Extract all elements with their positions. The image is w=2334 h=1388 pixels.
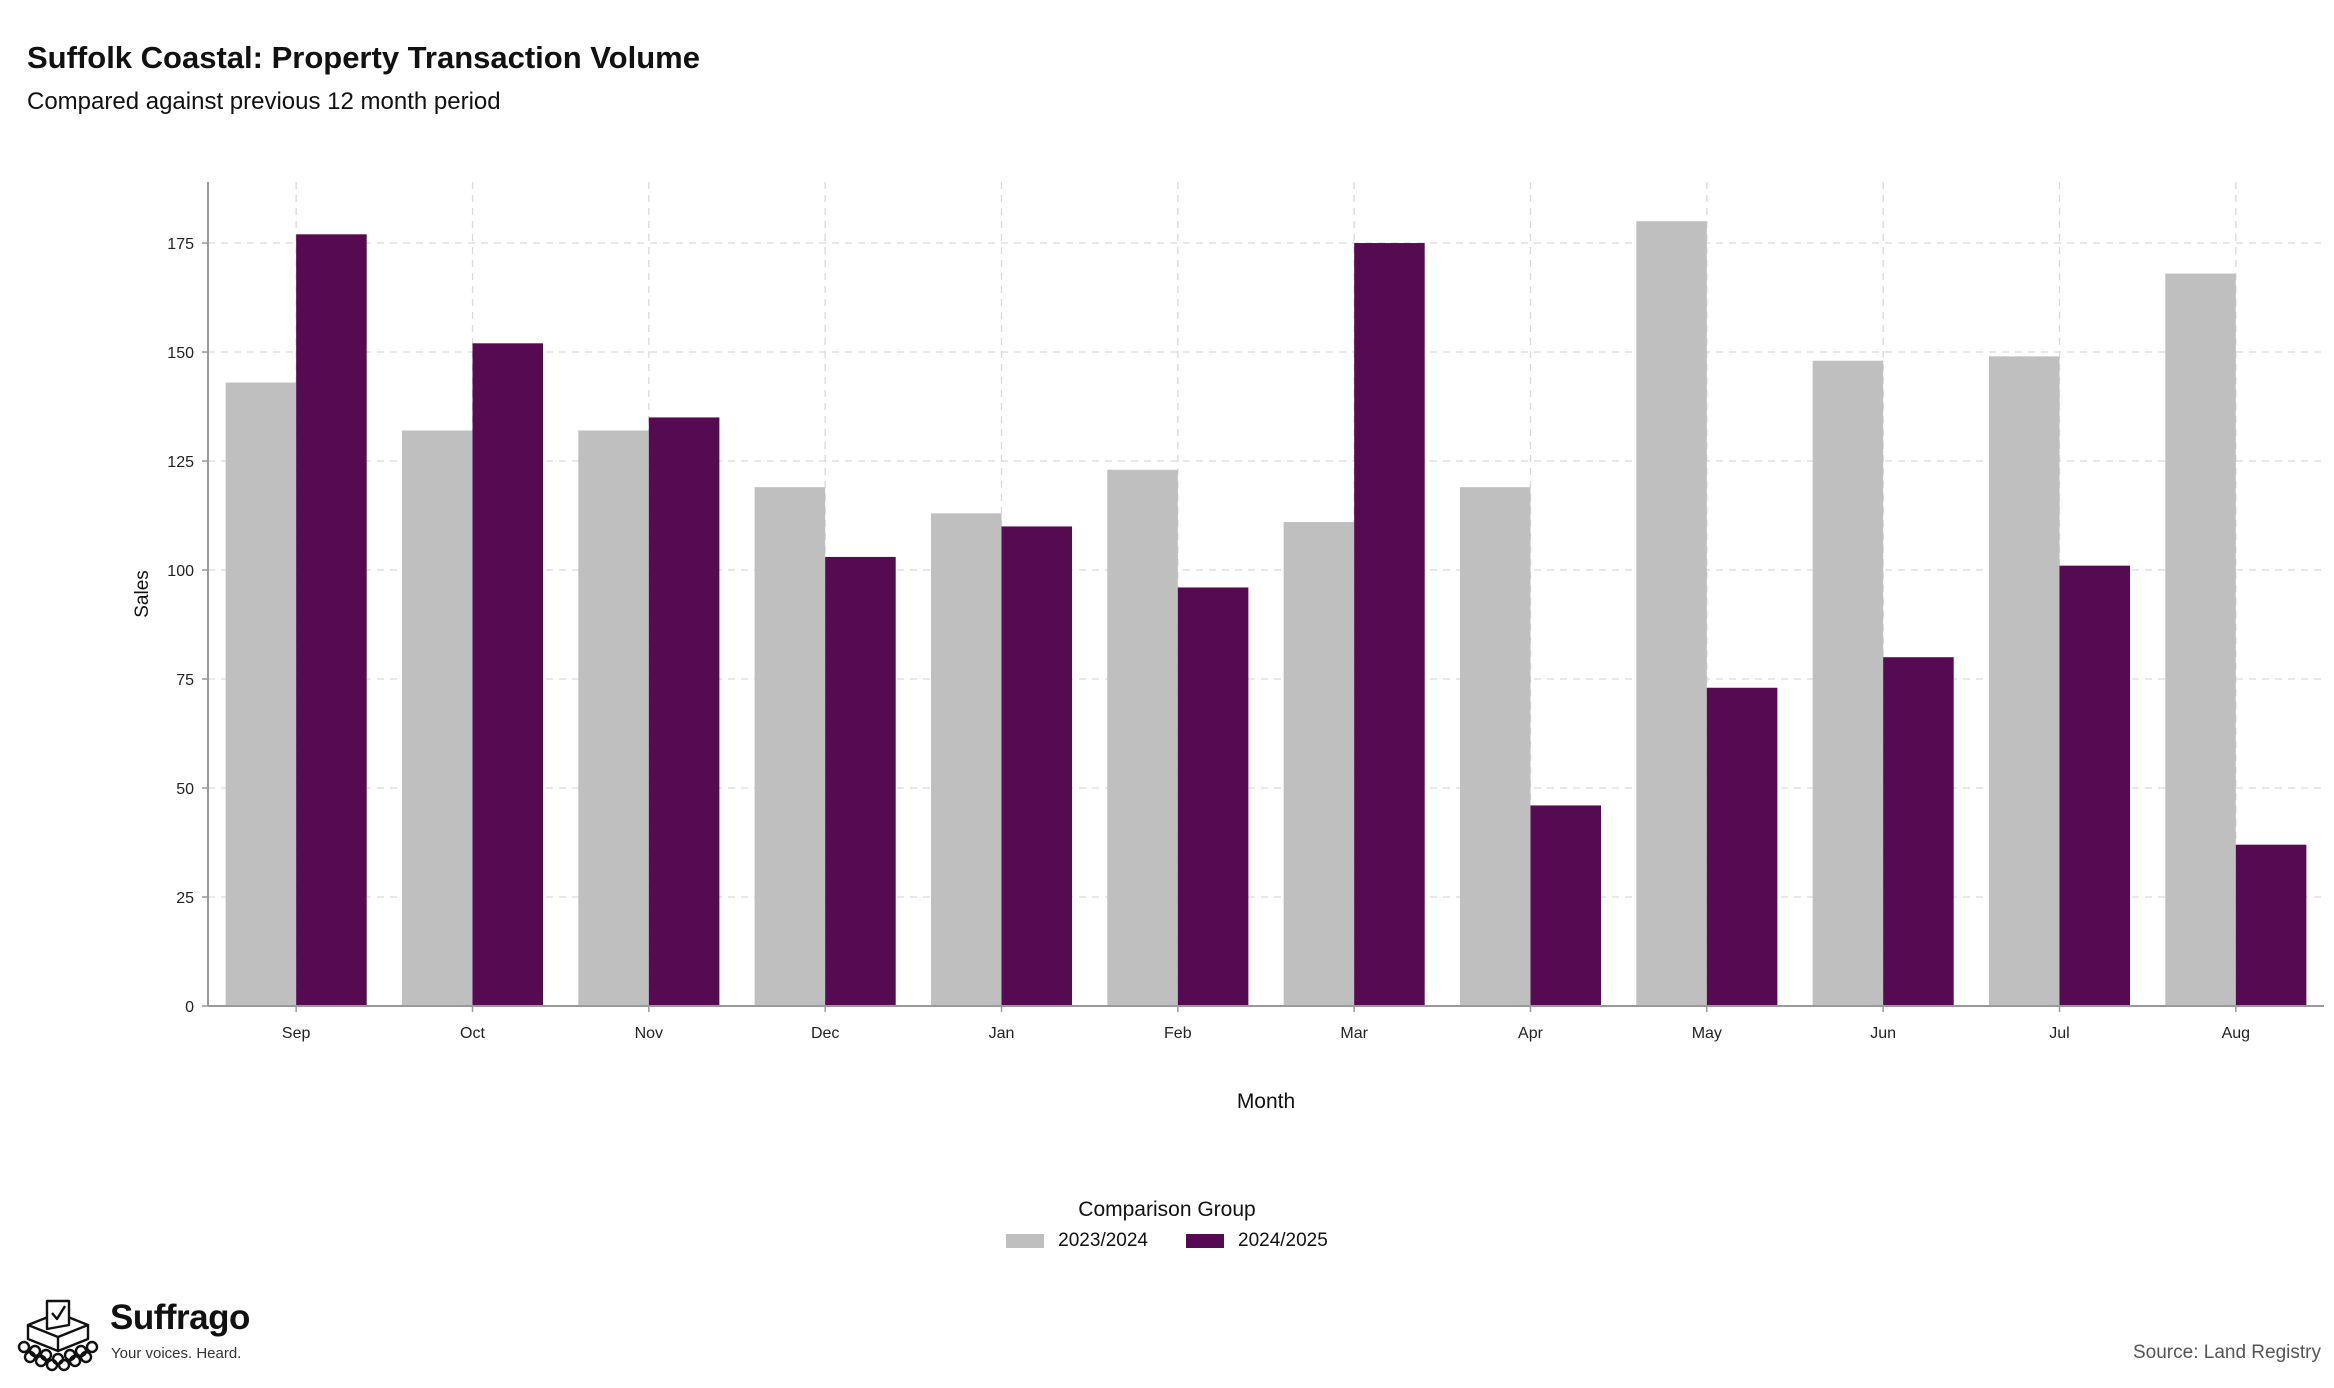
bar-2024-2025-mar xyxy=(1354,243,1425,1006)
y-tick-label: 75 xyxy=(176,672,194,689)
y-tick-label: 125 xyxy=(167,454,194,471)
bar-2024-2025-jul xyxy=(2059,565,2131,1006)
bar-2024-2025-oct xyxy=(472,343,544,1007)
x-tick-label: Feb xyxy=(1164,1025,1192,1042)
x-tick-label: Jun xyxy=(1870,1025,1896,1042)
x-tick-label: Apr xyxy=(1518,1025,1544,1042)
legend-swatch xyxy=(1006,1234,1045,1248)
y-tick-label: 100 xyxy=(167,563,194,580)
y-tick-label: 175 xyxy=(167,236,194,253)
y-tick-label: 150 xyxy=(167,345,194,362)
brand-tagline: Your voices. Heard. xyxy=(111,1345,242,1362)
legend-label: 2023/2024 xyxy=(1058,1230,1148,1251)
bar-2024-2025-dec xyxy=(825,556,896,1006)
legend: Comparison Group 2023/2024 2024/2025 xyxy=(0,1198,2334,1253)
source-note: Source: Land Registry xyxy=(2133,1342,2321,1363)
bar-2023-2024-nov xyxy=(578,430,649,1006)
bar-2024-2025-apr xyxy=(1530,805,1602,1006)
bar-2024-2025-jan xyxy=(1001,526,1073,1006)
x-tick-label: Jul xyxy=(2049,1025,2069,1042)
legend-item: 2024/2025 xyxy=(1186,1230,1328,1252)
bar-2023-2024-apr xyxy=(1459,487,1531,1006)
bar-2024-2025-may xyxy=(1706,687,1778,1006)
bar-2023-2024-feb xyxy=(1107,469,1178,1006)
x-axis-title: Month xyxy=(1237,1090,1295,1113)
bar-2023-2024-may xyxy=(1636,221,1707,1006)
y-tick-label: 50 xyxy=(176,781,194,798)
bar-2023-2024-jun xyxy=(1812,360,1884,1006)
legend-item: 2023/2024 xyxy=(1006,1230,1148,1252)
ballot-box-icon xyxy=(17,1299,99,1372)
x-tick-label: Nov xyxy=(635,1025,663,1042)
bar-2024-2025-aug xyxy=(2235,844,2307,1006)
bar-2024-2025-jun xyxy=(1883,657,1954,1006)
bar-2023-2024-sep xyxy=(225,382,297,1006)
y-tick-label: 25 xyxy=(176,890,194,907)
x-tick-label: Oct xyxy=(460,1025,485,1042)
legend-title: Comparison Group xyxy=(1078,1198,1256,1221)
x-tick-label: Mar xyxy=(1340,1025,1368,1042)
chart-title: Suffolk Coastal: Property Transaction Vo… xyxy=(27,40,700,75)
bar-2023-2024-dec xyxy=(754,487,826,1006)
legend-swatch xyxy=(1186,1234,1224,1248)
y-tick-label: 0 xyxy=(185,999,194,1016)
bar-2024-2025-feb xyxy=(1177,587,1249,1006)
bar-2023-2024-jan xyxy=(930,513,1002,1006)
x-tick-label: Sep xyxy=(282,1025,311,1042)
bar-2023-2024-mar xyxy=(1283,522,1355,1006)
bar-2024-2025-sep xyxy=(296,234,367,1007)
legend-items: 2023/2024 2024/2025 xyxy=(1006,1230,1328,1252)
x-tick-label: Aug xyxy=(2222,1025,2250,1042)
legend-label: 2024/2025 xyxy=(1238,1230,1328,1251)
bar-2024-2025-nov xyxy=(648,417,720,1006)
bar-2023-2024-jul xyxy=(1988,356,2060,1006)
brand-name: Suffrago xyxy=(110,1298,250,1337)
bar-2023-2024-oct xyxy=(401,430,473,1006)
bar-2023-2024-aug xyxy=(2165,273,2236,1006)
chart-subtitle: Compared against previous 12 month perio… xyxy=(27,88,501,115)
y-axis-title: Sales xyxy=(132,570,153,618)
x-tick-label: May xyxy=(1692,1025,1722,1042)
x-tick-label: Jan xyxy=(989,1025,1015,1042)
x-tick-label: Dec xyxy=(811,1025,839,1042)
bar-chart: 0 25 50 75 100 125 150 175 Sep Oct Nov Dec Jan Feb Mar… xyxy=(132,182,2324,1113)
